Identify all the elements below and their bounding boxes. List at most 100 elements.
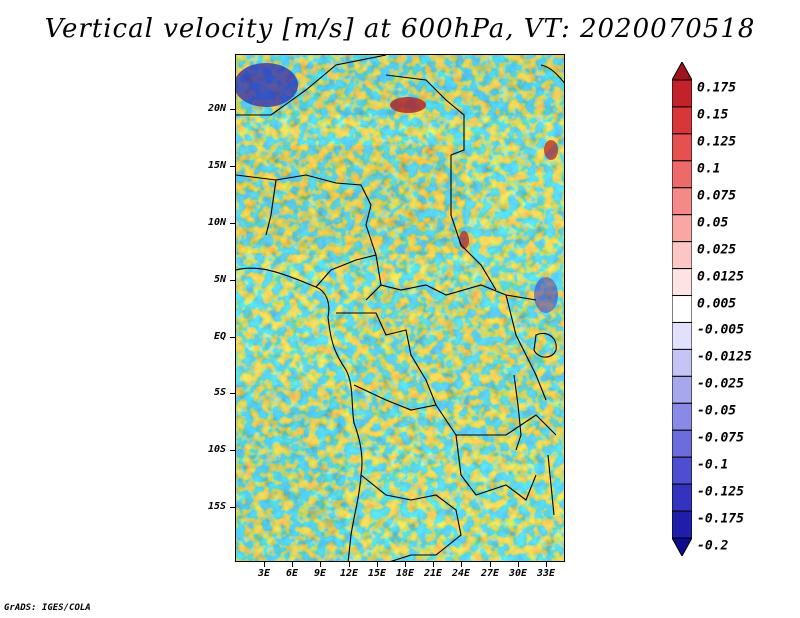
lat-tick <box>230 507 235 508</box>
lon-tick <box>292 562 293 567</box>
colorbar-label: -0.2 <box>697 538 729 554</box>
strong-updraft-core <box>390 97 426 113</box>
lat-tick <box>230 393 235 394</box>
colorbar-label: 0.005 <box>697 296 737 312</box>
lon-label-18e: 18E <box>395 568 415 579</box>
vertical-velocity-map <box>235 54 565 562</box>
national-border <box>336 312 437 406</box>
colorbar-label: -0.075 <box>697 430 744 446</box>
national-border <box>265 179 277 236</box>
lat-label-15s: 15S <box>207 501 226 512</box>
lat-tick <box>230 450 235 451</box>
colorbar-segment <box>672 241 692 270</box>
colorbar-label: -0.05 <box>697 403 737 419</box>
lon-tick <box>377 562 378 567</box>
lon-label-27e: 27E <box>480 568 500 579</box>
lon-tick <box>320 562 321 567</box>
colorbar-segment <box>672 348 692 377</box>
lat-tick <box>230 223 235 224</box>
colorbar-label: 0.1 <box>697 161 721 177</box>
lon-tick <box>405 562 406 567</box>
lat-label-5n: 5N <box>213 274 226 285</box>
colorbar-segment <box>672 160 692 189</box>
colorbar-label: 0.05 <box>697 215 729 231</box>
colorbar-segment <box>672 106 692 135</box>
lat-tick <box>230 337 235 338</box>
national-border <box>360 474 462 561</box>
strong-updraft-core <box>544 140 558 160</box>
colorbar-label: 0.15 <box>697 107 729 123</box>
colorbar-segment <box>672 321 692 350</box>
lat-label-15n: 15N <box>207 160 226 171</box>
colorbar-segment <box>672 214 692 243</box>
colorbar-segment <box>672 402 692 431</box>
lon-tick <box>349 562 350 567</box>
lon-label-15e: 15E <box>367 568 387 579</box>
strong-updraft-core <box>459 231 469 249</box>
colorbar-segment <box>672 268 692 297</box>
colorbar-segment <box>672 429 692 458</box>
map-canvas <box>236 55 564 561</box>
colorbar-label: 0.025 <box>697 242 737 258</box>
lat-tick <box>230 166 235 167</box>
lon-label-30e: 30E <box>508 568 528 579</box>
noise-field <box>236 55 564 561</box>
lon-tick <box>546 562 547 567</box>
colorbar-label: -0.125 <box>697 484 744 500</box>
coastlines-borders <box>236 55 564 561</box>
lon-label-3e: 3E <box>257 568 271 579</box>
national-border <box>505 294 547 401</box>
strong-downdraft-core <box>236 63 298 107</box>
lon-tick <box>433 562 434 567</box>
lon-label-6e: 6E <box>285 568 299 579</box>
national-border <box>236 174 382 301</box>
colorbar-label: 0.175 <box>697 80 737 96</box>
colorbar-segment <box>672 456 692 485</box>
lat-label-eq: EQ <box>213 331 226 342</box>
grads-credit: GrADS: IGES/COLA <box>4 603 91 613</box>
colorbar-label: -0.005 <box>697 322 744 338</box>
colorbar-segment <box>672 483 692 512</box>
colorbar-label: -0.175 <box>697 511 744 527</box>
colorbar-segment <box>672 375 692 404</box>
lat-label-5s: 5S <box>213 387 226 398</box>
national-border <box>353 384 557 436</box>
colorbar-segment <box>672 295 692 323</box>
colorbar-segment <box>672 187 692 216</box>
lon-label-12e: 12E <box>339 568 359 579</box>
lat-tick <box>230 280 235 281</box>
lake-malawi <box>547 454 555 516</box>
colorbar-segment <box>672 510 692 539</box>
colorbar-label: -0.025 <box>697 376 744 392</box>
lat-label-10s: 10S <box>207 444 226 455</box>
east-african-coastline <box>540 64 564 84</box>
national-border <box>455 434 537 501</box>
colorbar-label: 0.0125 <box>697 269 744 285</box>
national-border <box>236 55 387 116</box>
lake-tanganyika <box>513 374 522 451</box>
lat-label-10n: 10N <box>207 217 226 228</box>
colorbar-label: -0.1 <box>697 457 729 473</box>
colorbar <box>672 62 692 556</box>
lon-label-24e: 24E <box>451 568 471 579</box>
colorbar-segment <box>672 79 692 108</box>
lon-tick <box>264 562 265 567</box>
colorbar-segment <box>672 133 692 162</box>
strong-downdraft-core <box>534 277 558 313</box>
lon-label-21e: 21E <box>423 568 443 579</box>
lat-tick <box>230 109 235 110</box>
lat-label-20n: 20N <box>207 103 226 114</box>
colorbar-label: 0.075 <box>697 188 737 204</box>
map-title: Vertical velocity [m/s] at 600hPa, VT: 2… <box>44 14 756 44</box>
lon-tick <box>518 562 519 567</box>
colorbar-label: -0.0125 <box>697 349 752 365</box>
lon-tick <box>490 562 491 567</box>
national-border <box>385 74 497 291</box>
lake-victoria <box>533 332 557 358</box>
lon-label-33e: 33E <box>536 568 556 579</box>
national-border <box>315 254 377 288</box>
lon-label-9e: 9E <box>313 568 327 579</box>
colorbar-label: 0.125 <box>697 134 737 150</box>
colorbar-bottom-arrow <box>672 537 692 556</box>
colorbar-top-arrow <box>672 62 692 81</box>
